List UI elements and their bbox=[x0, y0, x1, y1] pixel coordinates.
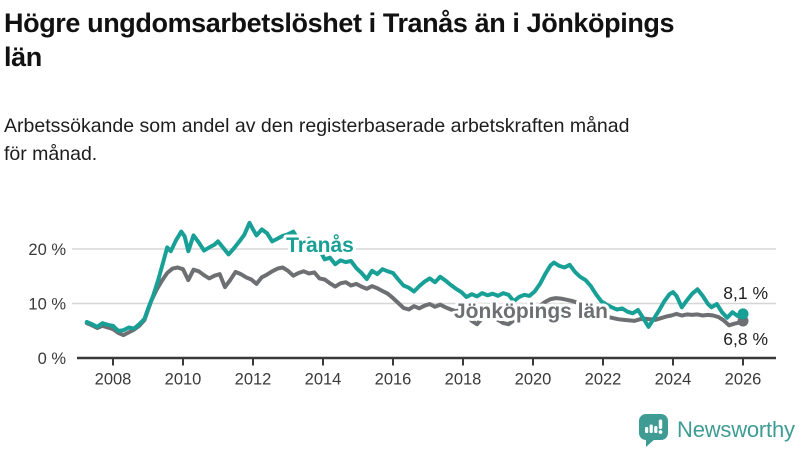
page-title: Högre ungdomsarbetslöshet i Tranås än i … bbox=[4, 6, 796, 74]
subtitle-line-1: Arbetssökande som andel av den registerb… bbox=[4, 115, 630, 137]
x-axis-tick-label: 2016 bbox=[375, 371, 412, 389]
y-axis-tick-label: 10 % bbox=[28, 296, 66, 314]
newsworthy-logo: Newsworthy bbox=[638, 412, 795, 448]
series-label-tranas: Tranås bbox=[286, 234, 354, 257]
y-axis-tick-label: 0 % bbox=[38, 350, 67, 368]
title-line-1: Högre ungdomsarbetslöshet i Tranås än i … bbox=[4, 8, 675, 38]
bar-chart-speech-bubble-icon bbox=[639, 413, 668, 447]
x-axis-tick-label: 2024 bbox=[655, 371, 692, 389]
series-end-dot-tranas bbox=[737, 308, 749, 320]
series-line-jonkopings-lan bbox=[84, 265, 745, 338]
newsworthy-wordmark: Newsworthy bbox=[677, 417, 795, 442]
series-line-tranas bbox=[84, 220, 745, 333]
series-end-dot-jonkopings-lan bbox=[737, 315, 749, 327]
series-end-value-tranas: 8,1 % bbox=[723, 283, 768, 303]
x-axis-tick-label: 2010 bbox=[165, 371, 202, 389]
x-axis-tick-label: 2014 bbox=[305, 371, 342, 389]
y-axis-tick-label: 20 % bbox=[28, 241, 66, 259]
series-end-value-jonkopings-lan: 6,8 % bbox=[723, 329, 768, 349]
series-label-jonkopings-lan: Jönköpings län bbox=[454, 300, 608, 323]
x-axis-tick-label: 2026 bbox=[725, 371, 762, 389]
x-axis-tick-label: 2018 bbox=[445, 371, 482, 389]
chart-subtitle: Arbetssökande som andel av den registerb… bbox=[4, 112, 796, 168]
subtitle-line-2: för månad. bbox=[4, 143, 98, 165]
title-line-2: län bbox=[4, 42, 42, 72]
x-axis-tick-label: 2008 bbox=[95, 371, 132, 389]
x-axis-tick-label: 2022 bbox=[585, 371, 622, 389]
x-axis-tick-label: 2020 bbox=[515, 371, 552, 389]
x-axis-tick-label: 2012 bbox=[235, 371, 272, 389]
